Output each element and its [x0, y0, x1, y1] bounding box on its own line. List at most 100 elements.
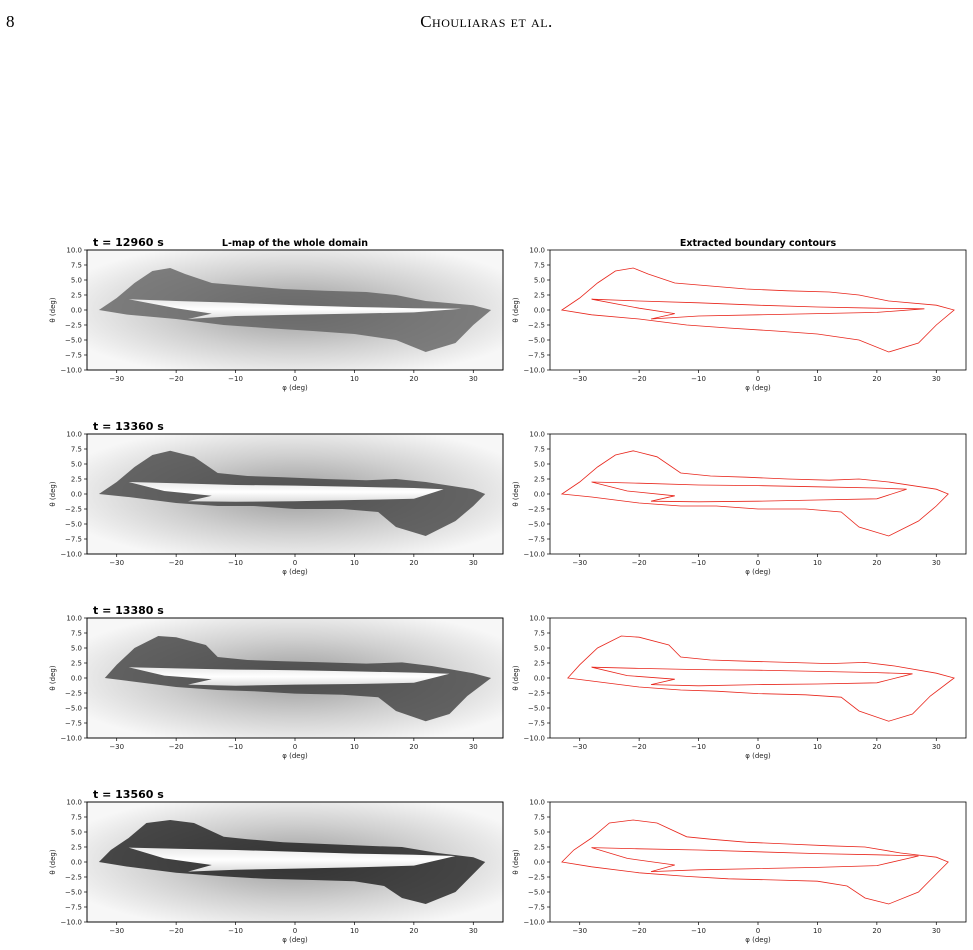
y-axis-label: θ (deg): [49, 665, 57, 690]
bright-disk-band: [128, 667, 450, 686]
axes-frame: [549, 801, 967, 923]
x-tick-label: 30: [469, 927, 478, 935]
y-tick-label: 2.5: [71, 476, 82, 484]
y-tick-label: 10.0: [66, 799, 82, 807]
x-tick-label: −20: [632, 375, 647, 383]
time-label: t = 12960 s: [93, 236, 164, 249]
y-tick-label: −10.0: [61, 735, 82, 743]
bright-disk-band: [128, 482, 444, 502]
y-tick-label: −5.0: [65, 521, 82, 529]
y-tick-label: −2.5: [65, 506, 82, 514]
x-axis-label: φ (deg): [745, 752, 771, 760]
contour-panel: −30 −20 −10 0 10 20 30 10.0 7.5 5.0 2.5 0.0 −2.5 −5.0…: [512, 615, 967, 760]
x-tick-label: −30: [572, 743, 587, 751]
x-tick-label: 20: [872, 927, 881, 935]
y-tick-label: 0.0: [534, 491, 545, 499]
y-tick-label: 0.0: [71, 859, 82, 867]
x-tick-label: 10: [813, 927, 822, 935]
y-tick-label: 0.0: [71, 307, 82, 315]
x-tick-label: 20: [872, 743, 881, 751]
x-tick-label: −30: [572, 375, 587, 383]
outer-boundary-contour: [561, 819, 949, 905]
lmap-panel: −30 −20 −10 0 10 20 30 10.0 7.5 5.0 2.5 0.0 −2.5 −5.0…: [49, 236, 504, 392]
right-column-title: Extracted boundary contours: [680, 238, 837, 249]
x-tick-label: −10: [228, 375, 243, 383]
x-tick-label: −10: [228, 927, 243, 935]
left-column-title: L-map of the whole domain: [222, 238, 368, 249]
x-tick-label: −20: [169, 927, 184, 935]
x-tick-label: 20: [872, 559, 881, 567]
y-tick-label: −5.0: [528, 705, 545, 713]
y-axis-label: θ (deg): [49, 481, 57, 506]
figure: −30 −20 −10 0 10 20 30 10.0 7.5 5.0 2.5 0.0 −2.5 −5.0…: [49, 236, 967, 944]
page-number: 8: [6, 12, 15, 31]
lmap-frame: [86, 801, 504, 923]
y-tick-label: −2.5: [65, 322, 82, 330]
y-tick-label: −7.5: [65, 720, 82, 728]
y-tick-label: 5.0: [534, 277, 545, 285]
x-tick-label: 10: [350, 743, 359, 751]
y-tick-label: 10.0: [529, 799, 545, 807]
x-tick-label: −30: [109, 375, 124, 383]
y-tick-label: −5.0: [528, 889, 545, 897]
x-tick-label: −20: [632, 927, 647, 935]
y-tick-label: 7.5: [71, 814, 82, 822]
y-tick-label: 5.0: [71, 277, 82, 285]
x-tick-label: 0: [756, 743, 760, 751]
x-tick-label: 10: [350, 927, 359, 935]
y-tick-label: 10.0: [66, 431, 82, 439]
y-tick-label: 5.0: [534, 461, 545, 469]
lmap-frame: [86, 433, 504, 555]
y-tick-label: −10.0: [524, 367, 545, 375]
outer-boundary-contour: [566, 635, 955, 722]
x-tick-label: 10: [350, 559, 359, 567]
y-tick-label: −2.5: [528, 874, 545, 882]
y-tick-label: 2.5: [534, 476, 545, 484]
x-tick-label: 10: [813, 743, 822, 751]
x-tick-label: 30: [932, 927, 941, 935]
inner-boundary-contour: [591, 666, 913, 687]
x-tick-label: 20: [409, 559, 418, 567]
axes-frame: [549, 433, 967, 555]
lmap-panel: −30 −20 −10 0 10 20 30 10.0 7.5 5.0 2.5 0.0 −2.5 −5.0…: [49, 604, 504, 760]
y-tick-label: −7.5: [528, 904, 545, 912]
x-tick-label: 10: [350, 375, 359, 383]
time-label: t = 13380 s: [93, 604, 164, 617]
x-tick-label: 0: [756, 927, 760, 935]
y-tick-label: 7.5: [534, 630, 545, 638]
y-tick-label: 0.0: [71, 675, 82, 683]
x-tick-label: −30: [572, 927, 587, 935]
x-tick-label: −30: [572, 559, 587, 567]
y-tick-label: 10.0: [66, 615, 82, 623]
y-axis-label: θ (deg): [512, 481, 520, 506]
x-tick-label: 20: [409, 375, 418, 383]
y-tick-label: −5.0: [65, 337, 82, 345]
x-axis-label: φ (deg): [282, 384, 308, 392]
x-tick-label: 20: [409, 743, 418, 751]
y-tick-label: −2.5: [528, 322, 545, 330]
x-tick-label: −30: [109, 927, 124, 935]
y-tick-label: 2.5: [534, 292, 545, 300]
y-tick-label: 10.0: [66, 247, 82, 255]
y-tick-label: −2.5: [528, 506, 545, 514]
x-tick-label: 30: [469, 559, 478, 567]
y-tick-label: 10.0: [529, 431, 545, 439]
y-tick-label: −7.5: [65, 904, 82, 912]
y-tick-label: −7.5: [528, 352, 545, 360]
y-tick-label: −5.0: [65, 705, 82, 713]
outer-boundary-contour: [560, 450, 949, 537]
lmap-frame: [86, 249, 504, 371]
y-tick-label: −2.5: [65, 874, 82, 882]
x-tick-label: 30: [932, 743, 941, 751]
x-axis-label: φ (deg): [282, 568, 308, 576]
y-tick-label: 7.5: [71, 630, 82, 638]
y-tick-label: −2.5: [65, 690, 82, 698]
y-tick-label: −5.0: [528, 521, 545, 529]
contour-panel: −30 −20 −10 0 10 20 30 10.0 7.5 5.0 2.5 0.0 −2.5 −5.0…: [512, 247, 967, 392]
x-tick-label: 0: [293, 375, 297, 383]
x-axis-label: φ (deg): [745, 936, 771, 944]
x-tick-label: 0: [756, 559, 760, 567]
y-tick-label: −5.0: [65, 889, 82, 897]
y-tick-label: 0.0: [71, 491, 82, 499]
x-tick-label: 20: [872, 375, 881, 383]
